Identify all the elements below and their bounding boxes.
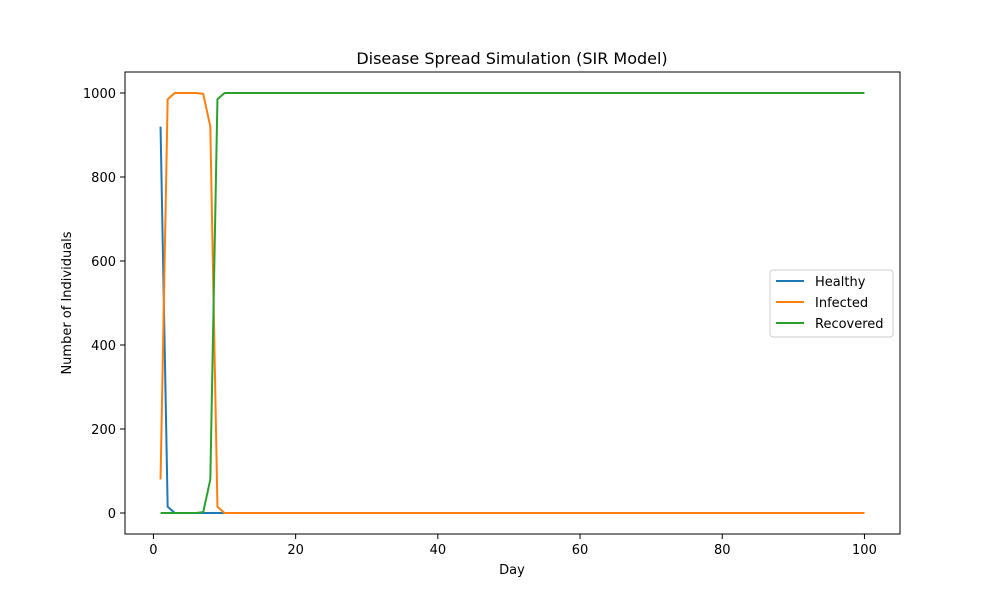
- chart-title: Disease Spread Simulation (SIR Model): [356, 49, 667, 68]
- series-line-infected: [159, 92, 865, 514]
- x-tick-label: 80: [714, 543, 731, 558]
- series-line-recovered: [160, 92, 865, 514]
- y-axis-label: Number of Individuals: [60, 231, 75, 374]
- legend: Healthy Infected Recovered: [769, 269, 894, 338]
- y-axis-ticks: 0 200 400 600 800 1000: [83, 87, 125, 522]
- x-axis-label: Day: [499, 563, 525, 578]
- y-tick-label: 200: [91, 423, 116, 438]
- legend-box: [769, 269, 894, 338]
- x-tick-label: 100: [852, 543, 877, 558]
- legend-label-infected: Infected: [815, 296, 868, 311]
- plot-frame: [124, 71, 901, 535]
- x-tick-label: 20: [287, 543, 304, 558]
- x-axis-ticks: 0 20 40 60 80 100: [149, 534, 877, 558]
- x-tick-label: 40: [430, 543, 447, 558]
- legend-label-recovered: Recovered: [815, 317, 884, 332]
- y-tick-label: 600: [91, 255, 116, 270]
- x-tick-label: 0: [149, 543, 157, 558]
- y-tick-label: 1000: [83, 87, 116, 102]
- y-tick-label: 800: [91, 171, 116, 186]
- y-tick-label: 400: [91, 339, 116, 354]
- y-tick-label: 0: [108, 507, 116, 522]
- series-layer: [159, 92, 865, 514]
- legend-label-healthy: Healthy: [815, 275, 866, 290]
- x-tick-label: 60: [572, 543, 589, 558]
